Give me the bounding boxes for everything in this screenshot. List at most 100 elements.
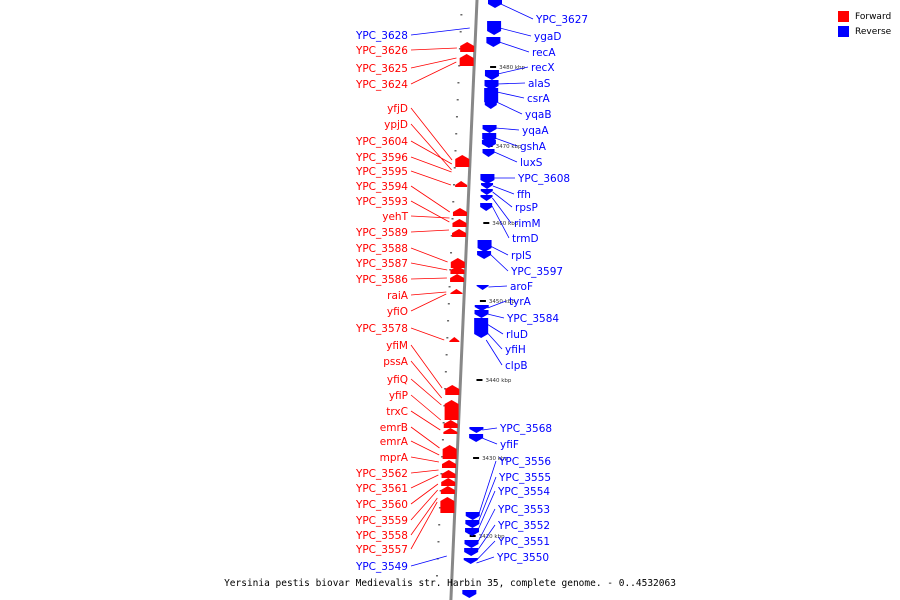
forward-gene-label: YPC_3625 [355,63,408,75]
kbp-tick [490,66,497,68]
reverse-feature [465,528,480,536]
forward-gene-label: YPC_3587 [355,258,408,270]
leader-line [410,555,447,567]
reverse-gene-label: YPC_3628 [355,30,408,42]
reverse-gene-label: YPC_3550 [496,552,549,564]
forward-gene-label: pssA [383,356,409,368]
reverse-gene-label: yfiH [505,344,526,356]
leader-line [494,137,518,147]
reverse-feature [480,195,493,201]
forward-gene-label: YPC_3604 [355,136,408,148]
kbp-label: 3460 kbp [492,221,518,227]
forward-feature [450,274,465,282]
reverse-gene-label: recA [532,47,556,59]
leader-line [410,501,438,550]
reverse-feature [477,251,492,259]
leader-line [410,170,452,186]
leader-line [492,185,515,195]
axis-dot [447,320,450,322]
leader-line [497,66,529,75]
reverse-gene-label: YPC_3551 [497,536,550,548]
forward-gene-label: trxC [386,406,408,418]
leader-line [476,540,496,561]
reverse-gene-label: YPC_3568 [499,423,552,435]
forward-feature [452,219,467,227]
axis-dot [456,99,459,101]
forward-gene-label: emrA [380,436,409,448]
leader-line [477,476,497,523]
axis-dot [451,218,454,220]
forward-feature [443,420,458,428]
reverse-feature [474,318,489,338]
reverse-gene-label: trmD [512,233,539,245]
leader-line [410,277,447,280]
axis-dot [441,456,444,458]
axis-dot [458,48,461,50]
forward-gene-label: YPC_3594 [355,181,408,193]
leader-line [481,437,498,445]
kbp-label: 3430 kbp [482,456,508,462]
forward-feature [443,428,458,434]
forward-feature [441,470,456,478]
reverse-gene-label: yqaA [522,125,549,137]
forward-gene-label: YPC_3596 [355,152,408,164]
legend: Forward Reverse [838,9,891,39]
axis-dot [444,388,447,390]
leader-line [410,410,441,431]
leader-line [410,426,440,449]
reverse-gene-label: YPC_3584 [506,313,559,325]
leader-line [410,229,450,233]
forward-gene-label: YPC_3589 [355,227,408,239]
genome-caption: Yersinia pestis biovar Medievalis str. H… [224,578,676,589]
forward-gene-label: YPC_3562 [355,468,408,480]
axis-dot [444,371,447,373]
leader-line [410,291,447,296]
axis-dot [445,354,448,356]
axis-dot [455,116,458,118]
kbp-tick [479,300,486,302]
forward-feature [455,155,470,167]
kbp-label: 3470 kbp [496,144,522,150]
axis-dot [438,524,441,526]
axis-dot [442,422,445,424]
reverse-feature [487,21,502,35]
forward-gene-label: YPC_3578 [355,323,408,335]
reverse-gene-label: clpB [505,360,528,372]
axis-dot [455,133,458,135]
reverse-feature [484,80,499,90]
legend-forward-label: Forward [855,11,892,22]
reverse-feature [469,427,484,433]
forward-feature [444,400,459,420]
forward-gene-label: YPC_3586 [355,274,408,286]
reverse-gene-label: YPC_3554 [497,486,550,498]
leader-line [499,41,530,53]
leader-line [410,293,447,312]
reverse-feature [480,174,495,184]
forward-gene-label: YPC_3558 [355,530,408,542]
leader-line [478,460,497,516]
forward-gene-label: YPC_3561 [355,483,408,495]
axis-dot [443,405,446,407]
axis-dot [437,541,440,543]
reverse-gene-label: luxS [520,157,543,169]
forward-gene-label: yfiQ [387,374,408,386]
leader-line [410,497,438,536]
axis-dot [438,507,441,509]
forward-gene-label: YPC_3593 [355,196,408,208]
reverse-gene-label: yfiF [500,439,519,451]
reverse-gene-label: tyrA [509,296,532,308]
leader-line [476,556,495,564]
leader-line [410,378,442,406]
forward-gene-label: yfiP [389,390,408,402]
axis-dot [452,184,455,186]
reverse-gene-label: rluD [506,329,528,341]
reverse-feature [465,512,480,520]
forward-gene-label: ypjD [384,119,408,131]
forward-gene-label: yehT [382,211,408,223]
forward-gene-label: raiA [387,290,409,302]
reverse-feature [480,189,493,195]
legend-reverse: Reverse [838,24,891,39]
reverse-feature [474,310,489,318]
leader-line [410,489,438,521]
leader-line [494,151,518,163]
